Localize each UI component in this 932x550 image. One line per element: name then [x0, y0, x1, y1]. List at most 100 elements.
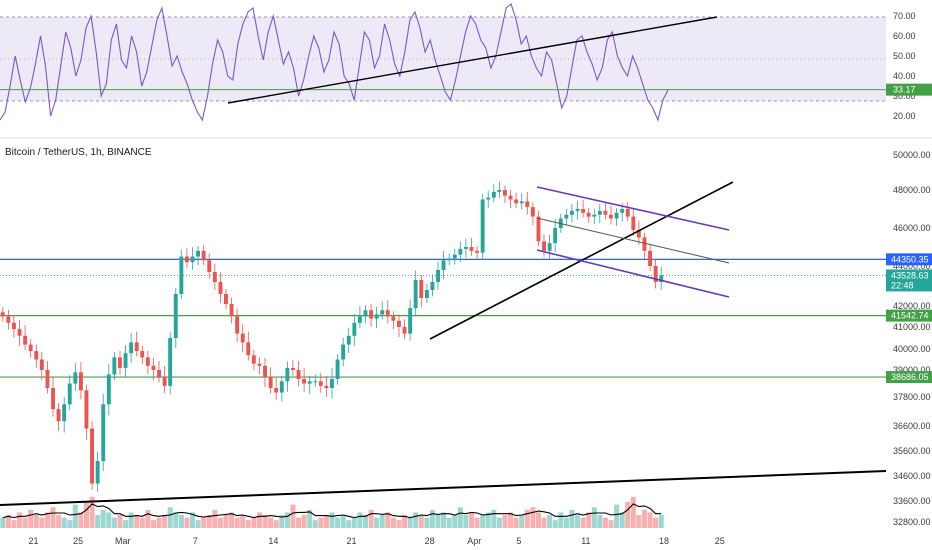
candle-body	[279, 381, 284, 393]
candle-body	[240, 333, 245, 343]
volume-bar	[262, 515, 268, 528]
candle-body	[636, 229, 641, 238]
candle-body	[452, 254, 457, 259]
volume-bar	[5, 515, 11, 528]
volume-bar	[457, 507, 463, 528]
price-tick-label: 33600.00	[893, 496, 931, 506]
candle-body	[413, 280, 418, 309]
rsi-line	[0, 3, 669, 122]
candle-body	[441, 260, 446, 270]
channel-lower[interactable]	[536, 249, 730, 298]
candle-body	[385, 310, 390, 317]
volume-bar	[28, 509, 34, 528]
candle-body	[430, 282, 435, 290]
volume-bar	[346, 520, 352, 528]
volume-bar	[407, 517, 413, 528]
price-tick-label: 41000.00	[893, 322, 931, 332]
volume-bar	[547, 515, 553, 528]
candle-body	[391, 316, 396, 321]
volume-bar	[390, 517, 396, 528]
axis-labels: 70.00 60.00 50.00 40.00 30.00 20.00 33.17 50000…	[28, 11, 932, 546]
candle-body	[542, 241, 546, 251]
volume-bar	[463, 515, 469, 528]
candle-body	[380, 310, 385, 315]
price-tick-label: 37800.00	[893, 392, 931, 402]
volume-bar	[56, 515, 62, 528]
drawing-tools[interactable]	[0, 16, 887, 506]
candle-body	[402, 327, 407, 334]
volume-bar	[569, 509, 575, 528]
volume-bar	[435, 515, 441, 528]
candle-body	[592, 214, 597, 217]
price-badge-text: 44350.35	[891, 254, 929, 264]
candle-body	[363, 310, 368, 317]
price-badge	[886, 371, 932, 384]
volume-bar	[519, 515, 525, 528]
volume-bar	[318, 517, 324, 528]
rsi-trendline[interactable]	[227, 16, 718, 104]
price-badge-text: 38686.05	[891, 372, 929, 382]
volume-bar	[329, 512, 335, 528]
volume-bar	[156, 517, 162, 528]
volume-bar	[184, 517, 190, 528]
candle-body	[341, 344, 346, 360]
volume-bar	[50, 507, 56, 528]
candle-body	[374, 314, 379, 319]
long-term-trendline[interactable]	[0, 470, 887, 506]
volume-bar	[39, 517, 45, 528]
candle-body	[129, 342, 134, 354]
candle-body	[17, 329, 22, 336]
volume-bar	[145, 509, 151, 528]
time-tick-label: 14	[268, 536, 278, 546]
candle-body	[497, 190, 502, 192]
volume-bar	[446, 517, 452, 528]
volume-bar	[558, 512, 564, 528]
volume-bar	[340, 515, 346, 528]
price-tick-label: 48000.00	[893, 185, 931, 195]
volume-bar	[502, 515, 508, 528]
candle-body	[564, 214, 569, 219]
candle-body	[575, 209, 580, 211]
volume-bar	[111, 517, 117, 528]
candle-body	[263, 365, 267, 377]
candle-body	[112, 357, 117, 375]
candle-body	[207, 260, 212, 272]
volume-bar	[351, 517, 357, 528]
time-axis[interactable]	[0, 531, 886, 550]
time-tick-label: 28	[425, 536, 435, 546]
time-tick-label: 25	[73, 536, 83, 546]
volume-bar	[84, 502, 89, 528]
candle-body	[201, 250, 206, 261]
volume-bar	[508, 512, 514, 528]
volume-bar	[22, 517, 28, 528]
volume-bar	[61, 517, 67, 528]
price-tick-label: 44000.00	[893, 261, 931, 271]
volume-bar	[190, 512, 195, 528]
volume-bar	[402, 515, 407, 528]
volume-bar	[602, 517, 608, 528]
time-tick-label: 18	[659, 536, 669, 546]
volume-bar	[212, 509, 218, 528]
channel-middle[interactable]	[536, 217, 730, 264]
volume-bar	[234, 517, 240, 528]
volume-bar	[586, 512, 592, 528]
volume-bar	[363, 515, 368, 528]
rsi-tick-label: 20.00	[893, 111, 916, 121]
price-badge	[886, 253, 932, 266]
rsi-tick-label: 50.00	[893, 51, 916, 61]
candle-body	[251, 355, 256, 364]
candle-body	[118, 357, 122, 368]
candle-body	[464, 247, 468, 249]
candle-body	[659, 275, 664, 282]
volume-bar	[524, 509, 530, 528]
volume-bar	[323, 515, 329, 528]
volume-bar	[312, 520, 318, 528]
volume-bar	[33, 515, 39, 528]
candle-body	[39, 359, 44, 370]
channel-upper[interactable]	[536, 186, 730, 231]
volume-bar	[608, 520, 614, 528]
time-tick-label: Mar	[115, 536, 131, 546]
volume-bar	[474, 517, 480, 528]
candle-body	[369, 310, 373, 319]
